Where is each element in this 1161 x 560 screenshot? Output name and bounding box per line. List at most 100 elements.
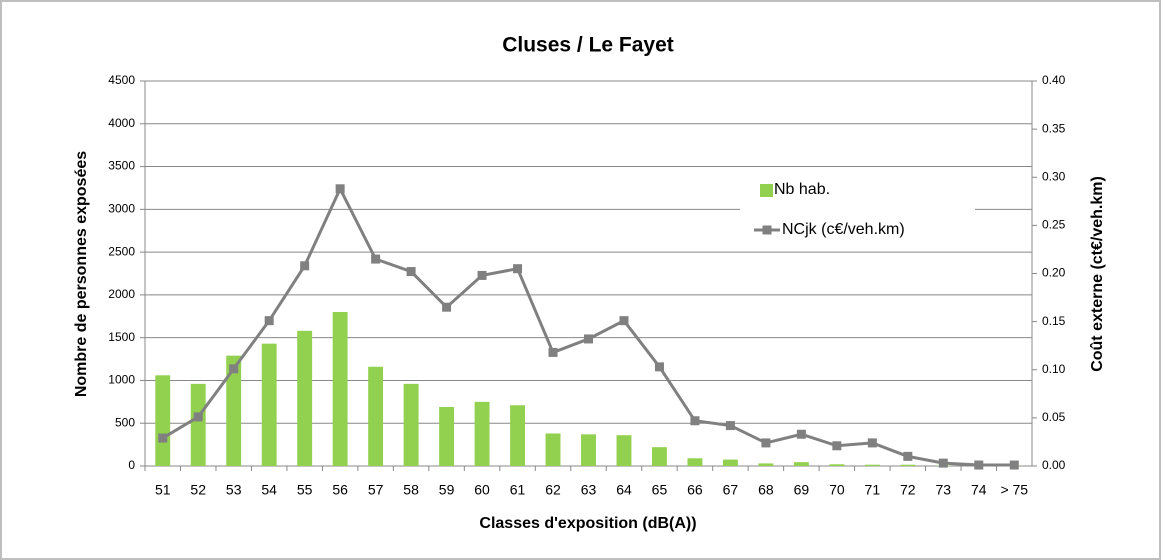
x-tick-label: 63: [581, 482, 597, 498]
y2-tick-label: 0.00: [1042, 458, 1066, 472]
marker: [1009, 460, 1019, 470]
marker: [761, 438, 771, 448]
x-tick-label: 65: [652, 482, 668, 498]
marker: [938, 458, 948, 468]
marker: [442, 302, 452, 312]
y-tick-label: 2000: [108, 287, 135, 301]
x-tick-label: 55: [297, 482, 313, 498]
x-tick-label: 60: [474, 482, 490, 498]
bar: [226, 355, 242, 466]
x-tick-label: 51: [155, 482, 171, 498]
y-tick-label: 3500: [108, 159, 135, 173]
legend-label: Nb hab.: [774, 181, 830, 198]
marker: [619, 316, 629, 326]
legend-swatch: [760, 184, 773, 197]
marker: [832, 441, 842, 451]
x-tick-label: 72: [900, 482, 916, 498]
y2-tick-label: 0.30: [1042, 169, 1066, 183]
marker: [867, 438, 877, 448]
bar: [297, 330, 313, 466]
y-tick-label: 3000: [108, 202, 135, 216]
legend-box: [740, 170, 975, 250]
bar: [829, 464, 845, 466]
bar: [190, 383, 206, 466]
bar: [261, 343, 277, 466]
x-tick-label: 57: [368, 482, 384, 498]
marker: [229, 364, 239, 374]
y2-tick-label: 0.40: [1042, 73, 1066, 87]
x-tick-label: > 75: [1000, 482, 1028, 498]
y-tick-label: 0: [128, 458, 135, 472]
x-tick-label: 74: [971, 482, 987, 498]
x-axis-title: Classes d'exposition (dB(A)): [479, 515, 696, 532]
bar: [368, 366, 384, 466]
marker: [371, 254, 381, 264]
x-tick-label: 67: [723, 482, 739, 498]
x-tick-label: 58: [403, 482, 419, 498]
bar: [722, 459, 738, 466]
y2-tick-label: 0.10: [1042, 362, 1066, 376]
x-tick-label: 52: [190, 482, 206, 498]
x-tick-label: 66: [687, 482, 703, 498]
y-tick-label: 500: [115, 415, 135, 429]
marker: [335, 184, 345, 194]
chart-title: Cluses / Le Fayet: [502, 34, 674, 57]
marker: [477, 270, 487, 280]
x-tick-label: 68: [758, 482, 774, 498]
legend-swatch: [762, 225, 772, 235]
bar: [474, 401, 490, 466]
marker: [725, 421, 735, 431]
x-tick-label: 59: [439, 482, 455, 498]
bar: [439, 406, 455, 466]
y2-tick-label: 0.25: [1042, 218, 1066, 232]
bar: [793, 462, 809, 466]
marker: [193, 412, 203, 422]
y-tick-label: 1500: [108, 330, 135, 344]
x-tick-label: 62: [545, 482, 561, 498]
y-axis-title: Nombre de personnes exposées: [73, 151, 90, 397]
y-tick-label: 4500: [108, 73, 135, 87]
marker: [974, 460, 984, 470]
marker: [654, 362, 664, 372]
marker: [903, 451, 913, 461]
y2-tick-label: 0.20: [1042, 266, 1066, 280]
x-tick-label: 61: [510, 482, 526, 498]
bar: [403, 383, 419, 466]
y2-tick-label: 0.35: [1042, 121, 1066, 135]
marker: [690, 416, 700, 426]
bar: [510, 405, 525, 466]
bar: [155, 375, 171, 466]
bar: [616, 435, 632, 466]
marker: [264, 316, 274, 326]
y-tick-label: 1000: [108, 373, 135, 387]
y2-axis-title: Coût externe (ct€/veh.km): [1089, 176, 1106, 372]
marker: [796, 429, 806, 439]
legend-label: NCjk (c€/veh.km): [782, 221, 905, 238]
x-tick-label: 70: [829, 482, 845, 498]
x-tick-label: 53: [226, 482, 242, 498]
marker: [300, 261, 310, 271]
bar: [332, 312, 348, 466]
marker: [158, 433, 168, 443]
bar: [758, 463, 774, 466]
bar: [864, 464, 880, 466]
bar: [652, 447, 667, 466]
x-tick-label: 71: [865, 482, 881, 498]
x-tick-label: 54: [261, 482, 277, 498]
x-tick-label: 73: [936, 482, 952, 498]
bar: [900, 464, 916, 466]
marker: [548, 347, 558, 357]
x-tick-label: 64: [616, 482, 632, 498]
y-tick-label: 2500: [108, 244, 135, 258]
bar: [581, 434, 596, 466]
marker: [406, 267, 416, 277]
bar: [687, 458, 703, 466]
x-tick-label: 69: [794, 482, 810, 498]
marker: [584, 334, 593, 344]
bar: [545, 433, 561, 466]
x-tick-label: 56: [332, 482, 348, 498]
marker: [513, 264, 523, 274]
y-tick-label: 4000: [108, 116, 135, 130]
